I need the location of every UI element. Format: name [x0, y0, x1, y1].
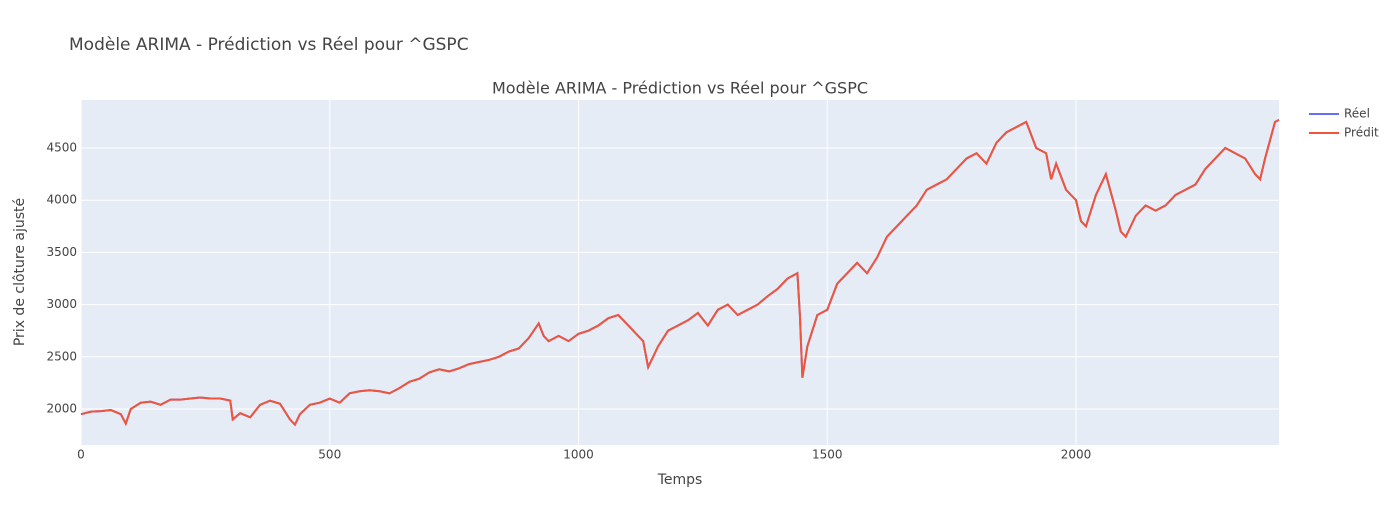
page-title: Modèle ARIMA - Prédiction vs Réel pour ^… [69, 35, 469, 55]
x-tick-label: 0 [77, 448, 85, 462]
y-axis-label: Prix de clôture ajusté [12, 198, 28, 346]
line [80, 118, 1280, 427]
y-tick-label: 2500 [46, 349, 77, 363]
plot-area [81, 100, 1279, 445]
y-tick-label: 2000 [46, 401, 77, 415]
plot-title: Modèle ARIMA - Prédiction vs Réel pour ^… [492, 79, 868, 98]
y-tick-label: 4500 [46, 141, 77, 155]
legend-label: Prédit [1344, 126, 1379, 140]
x-tick-label: 2000 [1061, 448, 1092, 462]
x-tick-label: 500 [318, 448, 341, 462]
x-axis-label: Temps [657, 472, 703, 488]
legend-label: Réel [1344, 107, 1370, 121]
y-tick-label: 3000 [46, 297, 77, 311]
y-tick-label: 3500 [46, 245, 77, 259]
y-tick-label: 4000 [46, 193, 77, 207]
x-tick-label: 1000 [563, 448, 594, 462]
x-tick-label: 1500 [812, 448, 843, 462]
